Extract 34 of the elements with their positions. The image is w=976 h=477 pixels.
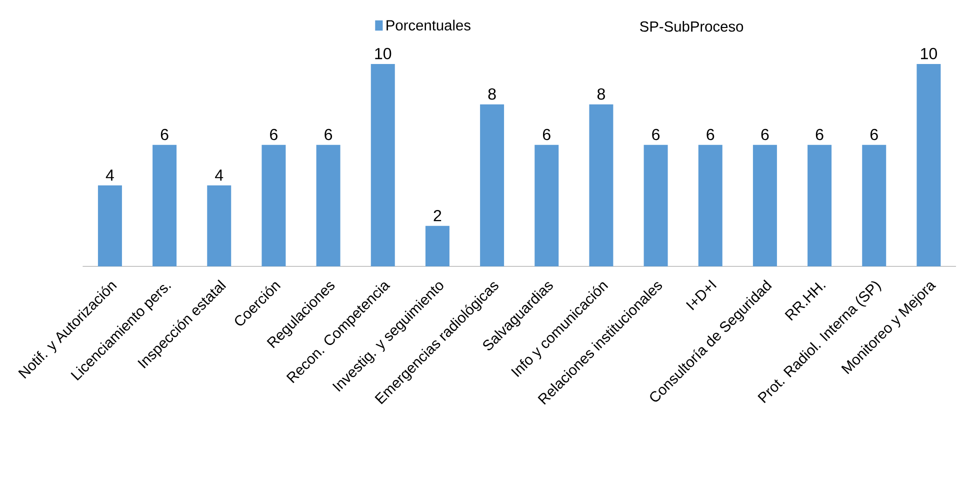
bar	[534, 144, 559, 266]
bar	[425, 226, 450, 266]
data-label: 6	[270, 128, 278, 140]
data-label: 10	[375, 48, 392, 60]
bar	[316, 144, 340, 266]
bar	[808, 144, 832, 266]
bar	[589, 104, 614, 266]
bar	[370, 64, 395, 266]
data-label: 2	[434, 210, 442, 222]
data-label: 6	[652, 128, 660, 140]
data-label: 8	[597, 88, 605, 100]
bar	[98, 185, 122, 266]
bar	[480, 104, 504, 266]
data-label: 6	[816, 128, 824, 140]
data-label: 8	[488, 88, 496, 100]
bar	[752, 144, 777, 266]
data-label: 6	[870, 128, 878, 140]
legend-label: Porcentuales	[386, 20, 470, 31]
text: SP-SubProceso	[640, 20, 744, 32]
data-label: 4	[215, 170, 224, 181]
bar	[644, 144, 668, 266]
data-label: 6	[761, 128, 769, 140]
bar	[207, 185, 232, 266]
data-label: 6	[160, 128, 168, 140]
data-label: 6	[324, 128, 332, 140]
data-label: 4	[106, 170, 114, 181]
data-label: 6	[542, 128, 550, 140]
bar	[862, 144, 886, 266]
bar	[698, 144, 722, 266]
bar	[916, 64, 941, 266]
bar	[152, 144, 177, 266]
data-label: 10	[921, 48, 937, 60]
bar	[262, 144, 286, 266]
data-label: 6	[706, 128, 714, 140]
